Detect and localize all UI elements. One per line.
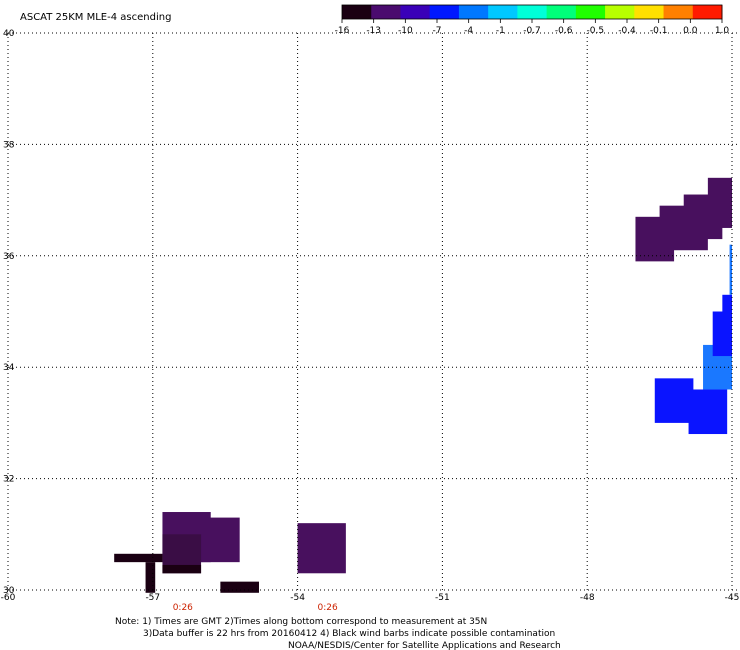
latitude-label: 32 <box>3 475 14 485</box>
wind-cell <box>220 581 259 593</box>
wind-cell <box>722 294 732 318</box>
latitude-label: 38 <box>3 140 15 150</box>
latitude-label: 30 <box>3 586 15 596</box>
colorbar-label: -13 <box>366 26 381 36</box>
footnote-line: 3)Data buffer is 22 hrs from 20160412 4)… <box>143 629 555 639</box>
latitude-label: 40 <box>3 29 15 39</box>
colorbar-swatch <box>517 5 548 19</box>
wind-cell <box>114 553 163 563</box>
footnote-line: NOAA/NESDIS/Center for Satellite Applica… <box>288 641 561 650</box>
axis-tick-labels: -60 -57 -54 -51 -48 -45 40 38 36 34 32 30 <box>1 29 740 603</box>
colorbar-label: -16 <box>335 26 350 36</box>
colorbar-label: 0.0 <box>683 26 698 36</box>
wind-cell <box>707 177 732 228</box>
longitude-label: -57 <box>145 593 160 603</box>
latitude-label: 34 <box>3 363 15 373</box>
colorbar-swatch <box>663 5 694 19</box>
colorbar-swatch <box>605 5 635 19</box>
colorbar-label: -7 <box>433 26 442 36</box>
map-title: ASCAT 25KM MLE-4 ascending <box>20 12 171 23</box>
colorbar-label: -0.6 <box>555 26 573 36</box>
colorbar-swatch <box>371 5 401 19</box>
wind-cell <box>654 378 694 423</box>
colorbar-swatch <box>634 5 665 19</box>
time-label: 0:26 <box>317 603 337 613</box>
longitude-label: -54 <box>290 593 305 603</box>
longitude-label: -48 <box>580 593 595 603</box>
wind-cell <box>712 311 732 357</box>
colorbar-label: -4 <box>464 26 473 36</box>
colorbar-label: -0.1 <box>650 26 668 36</box>
lat-lon-grid <box>7 32 740 591</box>
wind-cell <box>201 517 240 563</box>
wind-cell <box>145 562 156 593</box>
colorbar-label: -0.5 <box>587 26 605 36</box>
wind-cell <box>297 523 346 574</box>
time-label: 0:26 <box>173 603 193 613</box>
latitude-label: 36 <box>3 252 15 262</box>
colorbar-label: 1.0 <box>715 26 730 36</box>
wind-cell <box>688 389 728 435</box>
time-labels: 0:26 0:26 <box>173 603 338 613</box>
wind-cells <box>114 177 732 593</box>
colorbar-swatch <box>546 5 577 19</box>
wind-cell <box>729 244 732 295</box>
colorbar-swatch <box>342 5 372 19</box>
colorbar-label: -0.4 <box>618 26 636 36</box>
colorbar-label: -1 <box>496 26 505 36</box>
colorbar-swatch <box>575 5 606 19</box>
footnote-line: Note: 1) Times are GMT 2)Times along bot… <box>115 617 487 627</box>
footnotes: Note: 1) Times are GMT 2)Times along bot… <box>115 617 561 650</box>
colorbar-label: -10 <box>398 26 413 36</box>
longitude-label: -51 <box>435 593 450 603</box>
colorbar-label: -0.7 <box>523 26 541 36</box>
colorbar-swatch <box>400 5 431 19</box>
wind-cell <box>162 564 202 574</box>
color-scale-bar: -16 -13 -10 -7 -4 -1 -0.7 -0.6 -0.5 -0.4 -0.1 0.0 1.… <box>335 4 730 36</box>
colorbar-swatch <box>692 5 723 19</box>
colorbar-swatch <box>429 5 460 19</box>
colorbar-swatch <box>488 5 518 19</box>
longitude-label: -45 <box>725 593 740 603</box>
colorbar-swatch <box>458 5 489 19</box>
longitude-label: -60 <box>1 593 16 603</box>
